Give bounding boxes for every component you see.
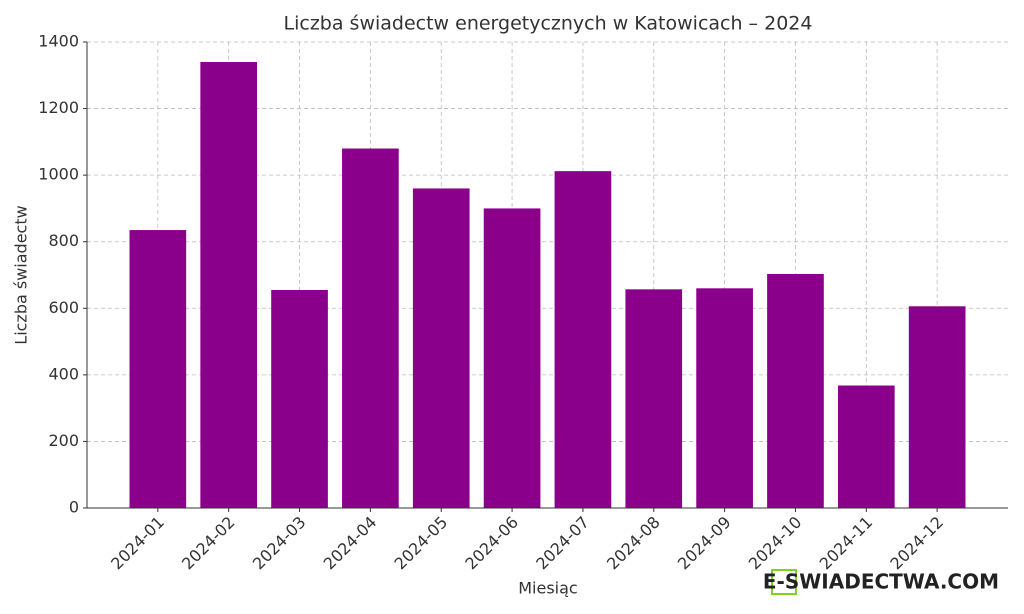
bar (342, 148, 399, 508)
bar (554, 171, 612, 509)
y-tick-label: 400 (48, 364, 79, 383)
bar (837, 385, 895, 508)
watermark: E-SWIADECTWA.COM (763, 570, 999, 594)
y-tick-label: 800 (48, 231, 79, 250)
x-tick-label: 2024-02 (178, 513, 239, 574)
x-tick-label: 2024-05 (391, 513, 452, 574)
y-tick-label: 1200 (38, 98, 79, 117)
y-tick-label: 0 (69, 498, 79, 517)
bar (483, 208, 541, 508)
x-tick-label: 2024-01 (107, 513, 168, 574)
bar (908, 306, 966, 508)
bar (625, 289, 683, 508)
x-tick-label: 2024-12 (886, 513, 947, 574)
y-tick-label: 1000 (38, 165, 79, 184)
x-tick-label: 2024-03 (249, 513, 310, 574)
y-axis-label: Liczba świadectw (12, 205, 31, 344)
x-tick-label: 2024-10 (745, 513, 806, 574)
x-tick-label: 2024-07 (532, 513, 593, 574)
watermark-icon (771, 569, 797, 595)
bar (767, 274, 824, 508)
y-tick-label: 600 (48, 298, 79, 317)
bar (129, 230, 187, 509)
x-tick-label: 2024-08 (603, 513, 664, 574)
bar (271, 289, 328, 508)
bar (412, 188, 470, 508)
x-tick-label: 2024-11 (816, 513, 877, 574)
y-tick-label: 1400 (38, 32, 79, 51)
bar (200, 61, 258, 508)
bar (696, 288, 753, 508)
chart-title: Liczba świadectw energetycznych w Katowi… (284, 13, 813, 35)
x-tick-label: 2024-06 (461, 513, 522, 574)
x-tick-label: 2024-09 (674, 513, 735, 574)
x-tick-label: 2024-04 (320, 513, 381, 574)
y-tick-label: 200 (48, 431, 79, 450)
x-axis-label: Miesiąc (518, 579, 577, 598)
